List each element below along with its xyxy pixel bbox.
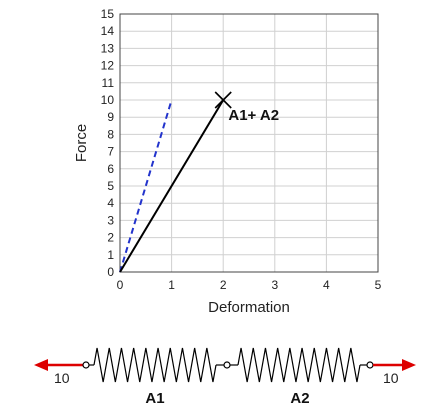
right-force-label: 10 (383, 370, 399, 386)
y-tick-label: 13 (101, 41, 115, 55)
x-tick-label: 0 (117, 278, 124, 292)
y-tick-label: 11 (102, 76, 115, 90)
x-axis-label: Deformation (208, 299, 290, 316)
y-tick-label: 5 (107, 179, 114, 193)
y-axis-label: Force (73, 124, 90, 162)
x-tick-label: 1 (168, 278, 175, 292)
y-tick-label: 2 (107, 231, 114, 245)
y-tick-label: 10 (101, 93, 115, 107)
y-tick-label: 1 (107, 248, 114, 262)
y-tick-label: 9 (107, 110, 114, 124)
spring-label-a2: A2 (290, 390, 309, 407)
right-force-arrow (373, 359, 416, 371)
y-tick-label: 14 (101, 24, 115, 38)
spring-label-a1: A1 (145, 390, 164, 407)
y-tick-label: 8 (107, 127, 114, 141)
spring-a2 (237, 347, 361, 383)
x-tick-label: 5 (375, 278, 382, 292)
spring-a1 (93, 347, 217, 383)
left-force-arrow (34, 359, 83, 371)
x-tick-label: 4 (323, 278, 330, 292)
end-marker-x (214, 91, 232, 109)
y-tick-label: 15 (101, 7, 115, 21)
spring-diagram: 10 A1 A2 10 (34, 347, 416, 407)
x-tick-label: 2 (220, 278, 227, 292)
y-tick-label: 3 (107, 213, 114, 227)
x-tick-label: 3 (271, 278, 278, 292)
connector-ring (82, 361, 90, 369)
y-tick-label: 12 (101, 59, 115, 73)
y-tick-label: 4 (107, 196, 114, 210)
plot-frame (119, 13, 379, 273)
left-force-label: 10 (54, 370, 70, 386)
combined-label: A1+ A2 (228, 107, 279, 124)
connector-ring (223, 361, 231, 369)
series-line-2 (119, 99, 225, 273)
y-tick-label: 6 (107, 162, 114, 176)
springs (82, 347, 374, 383)
y-tick-label: 0 (107, 265, 114, 279)
series-group (119, 91, 232, 273)
connector-ring (366, 361, 374, 369)
y-tick-label: 7 (107, 145, 114, 159)
arrowhead-left (34, 359, 48, 371)
arrowhead-right (402, 359, 416, 371)
